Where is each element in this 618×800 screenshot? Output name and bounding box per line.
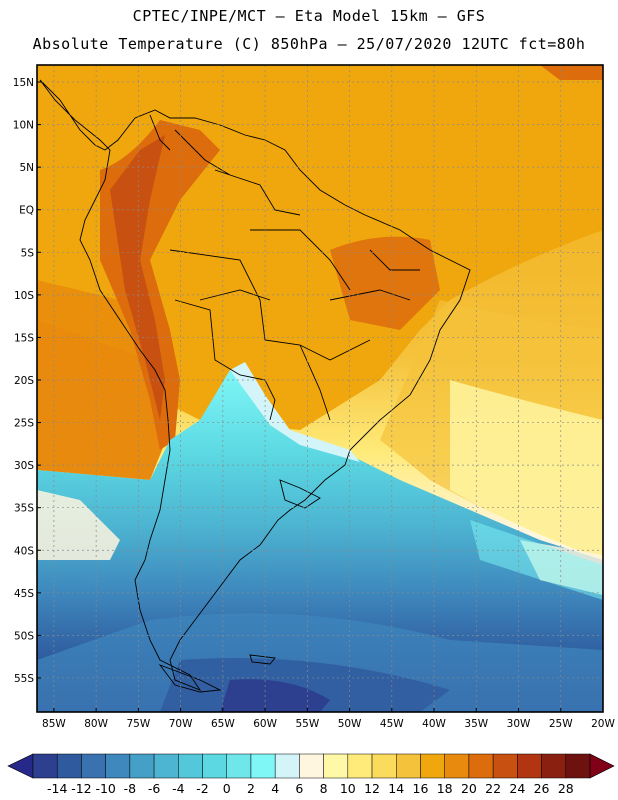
colorbar-label: 28 <box>558 781 574 796</box>
colorbar-label: 26 <box>534 781 550 796</box>
colorbar-label: 8 <box>320 781 328 796</box>
colorbar-swatch <box>492 753 518 779</box>
colorbar-swatch <box>323 753 349 779</box>
colorbar-swatch <box>202 753 227 779</box>
map-frame <box>36 64 604 713</box>
colorbar: -14 -12 -10 -8 -6 -4 -2 0 2 4 6 8 10 12 14 16 18 20 22 24 26… <box>7 753 615 796</box>
colorbar-label: -6 <box>148 781 161 796</box>
colorbar-label: 4 <box>271 781 279 796</box>
colorbar-swatch <box>541 753 567 779</box>
lat-label: 25S <box>14 418 34 430</box>
longitude-axis: 85W 80W 75W 70W 65W 60W 55W 50W 45W 40W 35W 30W 25W 2… <box>42 708 615 730</box>
colorbar-label: -8 <box>124 781 137 796</box>
colorbar-swatch <box>226 753 252 779</box>
title-line-1: CPTEC/INPE/MCT — Eta Model 15km — GFS <box>132 7 486 25</box>
colorbar-swatch <box>299 753 324 779</box>
colorbar-label: 14 <box>388 781 404 796</box>
colorbar-swatch <box>420 753 445 779</box>
map-field <box>37 65 603 712</box>
lat-label: 5S <box>21 247 35 259</box>
colorbar-swatch <box>396 753 421 779</box>
colorbar-label: 20 <box>461 781 477 796</box>
lon-label: 25W <box>549 718 573 730</box>
lat-label: 30S <box>14 460 34 472</box>
lat-label: 15S <box>14 332 34 344</box>
lon-label: 70W <box>169 718 193 730</box>
lon-label: 30W <box>507 718 531 730</box>
colorbar-label: -14 <box>47 781 67 796</box>
lat-label: 10S <box>14 290 34 302</box>
lon-label: 80W <box>84 718 108 730</box>
colorbar-swatch <box>274 753 300 779</box>
lat-label: 55S <box>14 673 34 685</box>
colorbar-swatch <box>56 753 82 779</box>
lon-label: 55W <box>295 718 319 730</box>
lat-label: 5N <box>19 162 34 174</box>
colorbar-label: -12 <box>71 781 91 796</box>
colorbar-label: -10 <box>95 781 115 796</box>
lon-label: 50W <box>338 718 362 730</box>
lat-label: 50S <box>14 630 34 642</box>
colorbar-swatch <box>517 753 542 779</box>
colorbar-label: 24 <box>509 781 525 796</box>
colorbar-label: -2 <box>196 781 208 796</box>
lon-label: 75W <box>126 718 150 730</box>
colorbar-label: 12 <box>364 781 380 796</box>
lon-label: 60W <box>253 718 277 730</box>
colorbar-swatch <box>444 753 470 779</box>
colorbar-swatch <box>565 753 591 779</box>
lon-label: 65W <box>211 718 235 730</box>
colorbar-swatch <box>105 753 131 779</box>
grid-lines <box>37 65 603 712</box>
lat-label: 10N <box>13 120 34 132</box>
latitude-axis: 15N 10N 5N EQ 5S 10S 15S 20S 25S 30S 35S 40S 45S 50S 5… <box>13 77 41 685</box>
colorbar-label: 22 <box>485 781 501 796</box>
colorbar-swatch <box>153 753 179 779</box>
colorbar-over-arrow <box>589 753 615 779</box>
colorbar-swatch <box>178 753 203 779</box>
lat-label: EQ <box>19 205 34 217</box>
lat-label: 40S <box>14 545 34 557</box>
title-line-2: Absolute Temperature (C) 850hPa — 25/07/… <box>32 35 586 53</box>
lon-label: 20W <box>591 718 615 730</box>
colorbar-label: 0 <box>223 781 231 796</box>
lat-label: 20S <box>14 375 34 387</box>
colorbar-swatch <box>347 753 373 779</box>
colorbar-swatch <box>468 753 494 779</box>
lon-label: 45W <box>380 718 404 730</box>
colorbar-label: 16 <box>413 781 429 796</box>
lat-label: 45S <box>14 588 34 600</box>
colorbar-label: 6 <box>295 781 303 796</box>
colorbar-under-arrow <box>7 753 34 779</box>
colorbar-swatch <box>371 753 397 779</box>
colorbar-swatch <box>81 753 106 779</box>
lat-label: 35S <box>14 503 34 515</box>
colorbar-label: 2 <box>247 781 255 796</box>
colorbar-swatch <box>129 753 155 779</box>
lon-label: 40W <box>422 718 446 730</box>
colorbar-label: 18 <box>437 781 453 796</box>
colorbar-label: 10 <box>340 781 356 796</box>
lon-label: 85W <box>42 718 66 730</box>
colorbar-swatch <box>32 753 58 779</box>
lon-label: 35W <box>464 718 488 730</box>
colorbar-swatch <box>250 753 276 779</box>
colorbar-label: -4 <box>172 781 185 796</box>
lat-label: 15N <box>13 77 34 89</box>
